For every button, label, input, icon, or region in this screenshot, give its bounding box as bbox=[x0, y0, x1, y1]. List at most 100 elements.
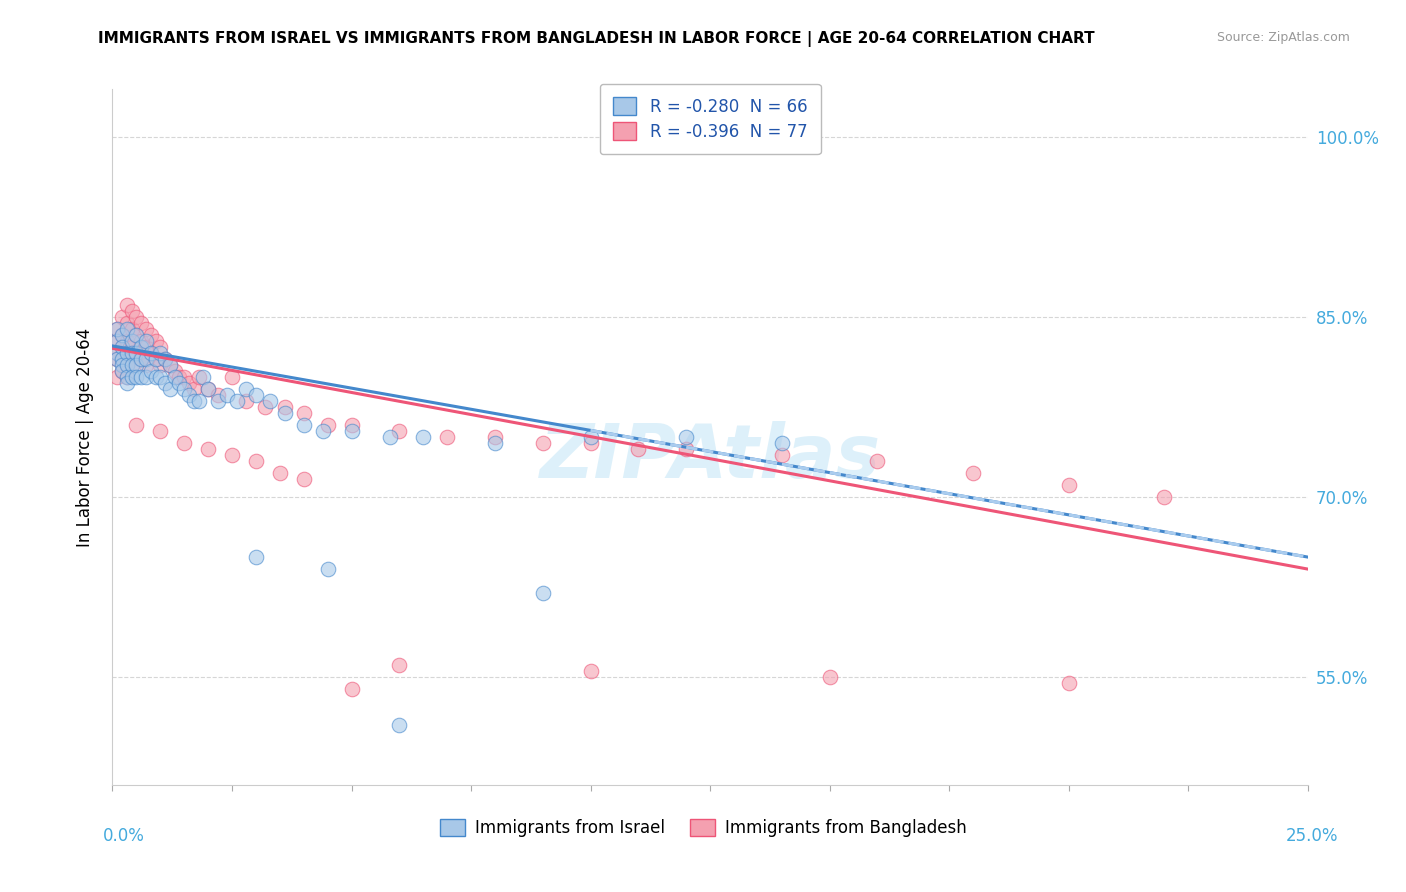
Point bbox=[378, 430, 401, 444]
Point bbox=[235, 382, 257, 396]
Point bbox=[115, 358, 138, 372]
Point bbox=[139, 328, 162, 343]
Point bbox=[115, 358, 138, 372]
Point bbox=[145, 370, 167, 384]
Point bbox=[129, 340, 152, 354]
Point bbox=[125, 328, 148, 343]
Point bbox=[292, 406, 315, 420]
Point bbox=[129, 352, 152, 367]
Point bbox=[105, 352, 128, 367]
Point bbox=[770, 436, 793, 450]
Point bbox=[129, 370, 152, 384]
Point bbox=[197, 442, 219, 456]
Point bbox=[153, 376, 176, 390]
Point bbox=[177, 388, 200, 402]
Legend: Immigrants from Israel, Immigrants from Bangladesh: Immigrants from Israel, Immigrants from … bbox=[433, 812, 973, 844]
Point bbox=[121, 346, 143, 360]
Point bbox=[111, 352, 134, 367]
Point bbox=[316, 418, 339, 433]
Point bbox=[177, 376, 200, 390]
Point bbox=[105, 370, 128, 384]
Point bbox=[111, 340, 134, 354]
Point bbox=[135, 322, 157, 336]
Point bbox=[388, 424, 411, 438]
Point bbox=[163, 370, 186, 384]
Point bbox=[111, 364, 134, 378]
Point bbox=[173, 382, 195, 396]
Point bbox=[866, 454, 889, 468]
Point bbox=[129, 334, 152, 348]
Point bbox=[221, 448, 243, 462]
Point bbox=[388, 658, 411, 673]
Point bbox=[105, 334, 128, 348]
Point bbox=[135, 340, 157, 354]
Point bbox=[207, 388, 229, 402]
Point bbox=[675, 430, 697, 444]
Point bbox=[111, 358, 134, 372]
Point bbox=[139, 346, 162, 360]
Point bbox=[531, 586, 554, 600]
Point bbox=[245, 388, 267, 402]
Point bbox=[135, 358, 157, 372]
Point bbox=[193, 370, 215, 384]
Point bbox=[105, 346, 128, 360]
Point bbox=[149, 340, 172, 354]
Point bbox=[111, 328, 134, 343]
Point bbox=[484, 436, 506, 450]
Point bbox=[115, 322, 138, 336]
Point bbox=[254, 400, 277, 414]
Point bbox=[579, 664, 602, 678]
Point bbox=[273, 400, 295, 414]
Text: Source: ZipAtlas.com: Source: ZipAtlas.com bbox=[1216, 31, 1350, 45]
Point bbox=[125, 310, 148, 325]
Point bbox=[436, 430, 458, 444]
Point bbox=[105, 352, 128, 367]
Point bbox=[531, 436, 554, 450]
Point bbox=[121, 322, 143, 336]
Point bbox=[273, 406, 295, 420]
Point bbox=[169, 370, 191, 384]
Point bbox=[292, 418, 315, 433]
Point bbox=[129, 316, 152, 330]
Point bbox=[129, 352, 152, 367]
Point bbox=[135, 370, 157, 384]
Legend: R = -0.280  N = 66, R = -0.396  N = 77: R = -0.280 N = 66, R = -0.396 N = 77 bbox=[599, 84, 821, 154]
Point bbox=[115, 376, 138, 390]
Point bbox=[135, 352, 157, 367]
Point bbox=[135, 334, 157, 348]
Point bbox=[312, 424, 335, 438]
Point bbox=[149, 370, 172, 384]
Point bbox=[169, 376, 191, 390]
Point bbox=[149, 346, 172, 360]
Point bbox=[197, 382, 219, 396]
Point bbox=[105, 322, 128, 336]
Point bbox=[388, 718, 411, 732]
Point bbox=[217, 388, 239, 402]
Point bbox=[111, 364, 134, 378]
Text: ZIPAtlas: ZIPAtlas bbox=[540, 421, 880, 494]
Point bbox=[111, 340, 134, 354]
Point bbox=[115, 298, 138, 312]
Point bbox=[187, 370, 209, 384]
Point bbox=[121, 358, 143, 372]
Point bbox=[115, 346, 138, 360]
Point bbox=[245, 549, 267, 564]
Point bbox=[111, 328, 134, 343]
Point bbox=[340, 681, 363, 696]
Point bbox=[159, 358, 181, 372]
Point bbox=[221, 370, 243, 384]
Point bbox=[125, 370, 148, 384]
Text: 25.0%: 25.0% bbox=[1286, 827, 1339, 845]
Point bbox=[139, 364, 162, 378]
Point bbox=[183, 382, 205, 396]
Point bbox=[1057, 676, 1080, 690]
Point bbox=[627, 442, 650, 456]
Point bbox=[675, 442, 697, 456]
Point bbox=[153, 352, 176, 367]
Point bbox=[121, 370, 143, 384]
Point bbox=[159, 358, 181, 372]
Text: 0.0%: 0.0% bbox=[103, 827, 145, 845]
Point bbox=[225, 394, 247, 409]
Text: IMMIGRANTS FROM ISRAEL VS IMMIGRANTS FROM BANGLADESH IN LABOR FORCE | AGE 20-64 : IMMIGRANTS FROM ISRAEL VS IMMIGRANTS FRO… bbox=[98, 31, 1095, 47]
Point bbox=[125, 346, 148, 360]
